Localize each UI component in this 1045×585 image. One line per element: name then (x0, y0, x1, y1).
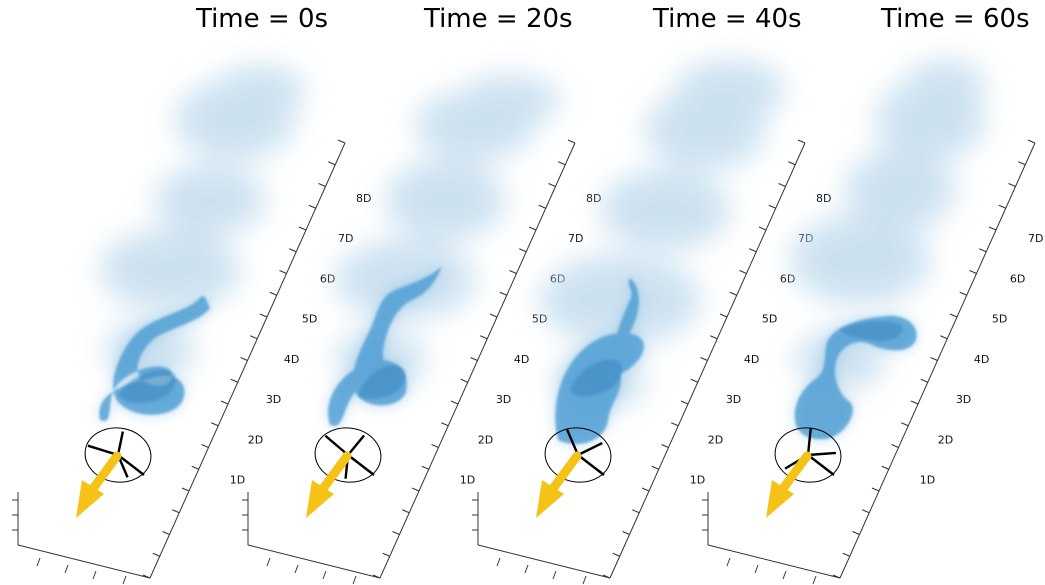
distance-tick-label-5D: 5D (302, 313, 317, 326)
distance-tick-label-1D: 1D (230, 474, 245, 487)
panel-title-20s: Time = 20s (424, 4, 573, 34)
distance-tick-label-2D: 2D (248, 433, 263, 446)
rotor-blade (577, 442, 603, 457)
rotor-blade (577, 454, 605, 476)
distance-tick-label-3D: 3D (956, 393, 971, 406)
distance-tick-label-4D: 4D (974, 353, 989, 366)
distance-tick-label-7D: 7D (338, 232, 353, 245)
wake-core-inner (358, 365, 406, 399)
streamwise-axis (832, 139, 1036, 579)
panel-title-60s: Time = 60s (881, 4, 1030, 34)
wake-mist (100, 65, 305, 380)
wake-core (555, 278, 644, 444)
distance-tick-label-3D: 3D (726, 393, 741, 406)
distance-tick-label-5D: 5D (532, 313, 547, 326)
rotor-disc (314, 427, 382, 483)
distance-tick-label-4D: 4D (744, 353, 759, 366)
rotor-blade (347, 434, 365, 456)
streamwise-axis (372, 139, 576, 579)
distance-tick-label-8D: 8D (816, 192, 831, 205)
rotor-blade (87, 444, 119, 457)
distance-tick-label-1D: 1D (460, 474, 475, 487)
panel-title-0s: Time = 0s (196, 4, 329, 34)
distance-tick-label-4D: 4D (284, 353, 299, 366)
distance-tick-label-3D: 3D (496, 393, 511, 406)
wake-mist (790, 60, 985, 390)
wake-panel-3: 1D 2D 3D 4D 5D 6D 7D 8D (702, 60, 1043, 585)
distance-tick-label-6D: 6D (320, 272, 335, 285)
distance-tick-label-6D: 6D (780, 272, 795, 285)
distance-tick-label-5D: 5D (992, 313, 1007, 326)
wake-core-inner (118, 370, 176, 403)
distance-tick-label-2D: 2D (708, 433, 723, 446)
inflow-arrow (536, 451, 582, 518)
rotor-blade (565, 428, 580, 456)
wake-core-inner (840, 321, 903, 342)
rotor-blade (116, 431, 125, 456)
rotor-blade (807, 454, 835, 476)
streamwise-axis (602, 139, 806, 579)
wake-panel-2: 1D 2D 3D 4D 5D 6D 7D 8D (472, 60, 831, 585)
distance-tick-label-6D: 6D (1010, 272, 1025, 285)
rotor-blade (324, 434, 349, 456)
base-axes (702, 492, 841, 585)
distance-tick-label-2D: 2D (938, 433, 953, 446)
rotor-blade (806, 427, 812, 456)
wake-panel-1: 1D 2D 3D 4D 5D 6D 7D 8D (242, 75, 601, 585)
base-axes (242, 492, 381, 585)
wake-panel-0: 1D 2D 3D 4D 5D 6D 7D 8D (12, 65, 371, 585)
distance-tick-label-3D: 3D (266, 393, 281, 406)
distance-tick-label-2D: 2D (478, 433, 493, 446)
inflow-arrow (306, 451, 352, 518)
distance-tick-label-1D: 1D (920, 474, 935, 487)
panel-title-40s: Time = 40s (653, 4, 802, 34)
distance-tick-label-8D: 8D (586, 192, 601, 205)
rotor-blade (347, 454, 375, 476)
distance-tick-label-7D: 7D (1028, 232, 1043, 245)
wake-core (328, 266, 442, 426)
base-axes (12, 492, 151, 585)
wake-core-inner (570, 359, 623, 397)
distance-tick-label-7D: 7D (568, 232, 583, 245)
distance-tick-label-5D: 5D (762, 313, 777, 326)
base-axes (472, 492, 611, 585)
inflow-arrow (76, 451, 122, 518)
rotor-blade (117, 454, 145, 476)
distance-tick-label-4D: 4D (514, 353, 529, 366)
inflow-arrow (766, 451, 812, 518)
distance-tick-label-1D: 1D (690, 474, 705, 487)
distance-tick-label-8D: 8D (356, 192, 371, 205)
wake-core (794, 315, 917, 440)
streamwise-axis (142, 139, 346, 579)
rotor-blade (807, 451, 836, 457)
